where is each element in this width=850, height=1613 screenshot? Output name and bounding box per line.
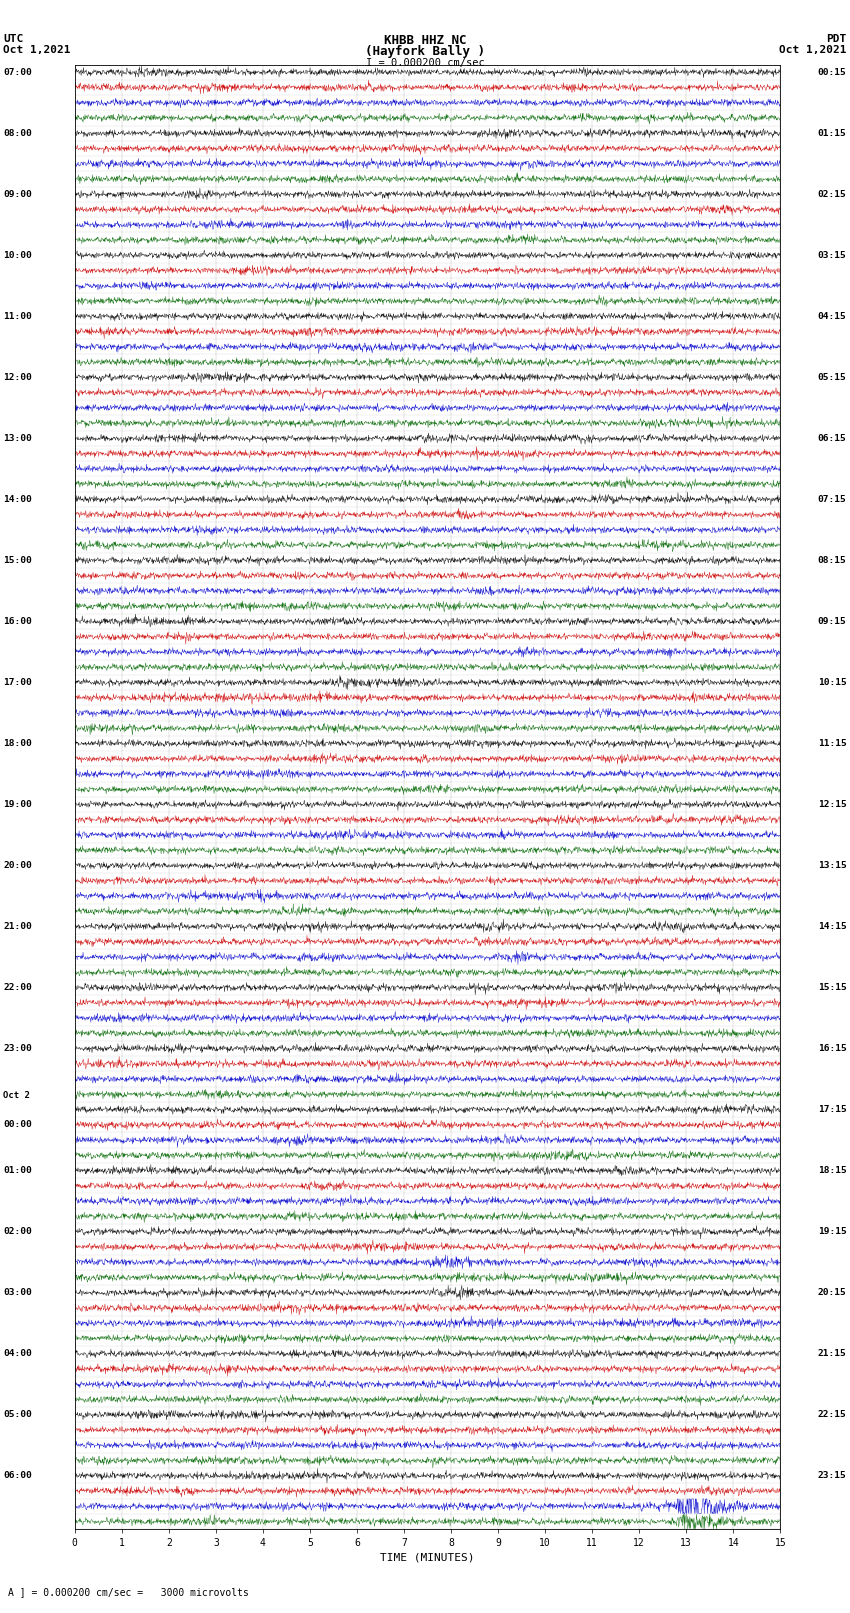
Text: 09:00: 09:00	[3, 190, 32, 198]
Text: 10:15: 10:15	[818, 677, 847, 687]
Text: 23:15: 23:15	[818, 1471, 847, 1481]
Text: KHBB HHZ NC: KHBB HHZ NC	[383, 34, 467, 47]
Text: 11:15: 11:15	[818, 739, 847, 748]
Text: 04:00: 04:00	[3, 1348, 32, 1358]
Text: 10:00: 10:00	[3, 250, 32, 260]
Text: 01:15: 01:15	[818, 129, 847, 137]
Text: 13:15: 13:15	[818, 861, 847, 869]
Text: 20:15: 20:15	[818, 1289, 847, 1297]
Text: 05:00: 05:00	[3, 1410, 32, 1419]
Text: UTC: UTC	[3, 34, 24, 44]
Text: 00:15: 00:15	[818, 68, 847, 77]
Text: 02:15: 02:15	[818, 190, 847, 198]
Text: 16:15: 16:15	[818, 1044, 847, 1053]
Text: 17:15: 17:15	[818, 1105, 847, 1115]
Text: Oct 1,2021: Oct 1,2021	[779, 45, 847, 55]
Text: 13:00: 13:00	[3, 434, 32, 444]
Text: 18:00: 18:00	[3, 739, 32, 748]
Text: I = 0.000200 cm/sec: I = 0.000200 cm/sec	[366, 58, 484, 68]
X-axis label: TIME (MINUTES): TIME (MINUTES)	[380, 1552, 475, 1563]
Text: PDT: PDT	[826, 34, 847, 44]
Text: 20:00: 20:00	[3, 861, 32, 869]
Text: 23:00: 23:00	[3, 1044, 32, 1053]
Text: 12:00: 12:00	[3, 373, 32, 382]
Text: 19:15: 19:15	[818, 1227, 847, 1236]
Text: 03:00: 03:00	[3, 1289, 32, 1297]
Text: 08:15: 08:15	[818, 556, 847, 565]
Text: 07:15: 07:15	[818, 495, 847, 503]
Text: 07:00: 07:00	[3, 68, 32, 77]
Text: 15:15: 15:15	[818, 982, 847, 992]
Text: 14:15: 14:15	[818, 923, 847, 931]
Text: A ] = 0.000200 cm/sec =   3000 microvolts: A ] = 0.000200 cm/sec = 3000 microvolts	[8, 1587, 249, 1597]
Text: 06:00: 06:00	[3, 1471, 32, 1481]
Text: 14:00: 14:00	[3, 495, 32, 503]
Text: 22:00: 22:00	[3, 982, 32, 992]
Text: 22:15: 22:15	[818, 1410, 847, 1419]
Text: 09:15: 09:15	[818, 616, 847, 626]
Text: 01:00: 01:00	[3, 1166, 32, 1176]
Text: 18:15: 18:15	[818, 1166, 847, 1176]
Text: 11:00: 11:00	[3, 311, 32, 321]
Text: 21:15: 21:15	[818, 1348, 847, 1358]
Text: 21:00: 21:00	[3, 923, 32, 931]
Text: 15:00: 15:00	[3, 556, 32, 565]
Text: 05:15: 05:15	[818, 373, 847, 382]
Text: Oct 2: Oct 2	[3, 1090, 31, 1100]
Text: 08:00: 08:00	[3, 129, 32, 137]
Text: 02:00: 02:00	[3, 1227, 32, 1236]
Text: 06:15: 06:15	[818, 434, 847, 444]
Text: 04:15: 04:15	[818, 311, 847, 321]
Text: 00:00: 00:00	[3, 1121, 32, 1129]
Text: 03:15: 03:15	[818, 250, 847, 260]
Text: 17:00: 17:00	[3, 677, 32, 687]
Text: Oct 1,2021: Oct 1,2021	[3, 45, 71, 55]
Text: 16:00: 16:00	[3, 616, 32, 626]
Text: 12:15: 12:15	[818, 800, 847, 810]
Text: (Hayfork Bally ): (Hayfork Bally )	[365, 45, 485, 58]
Text: 19:00: 19:00	[3, 800, 32, 810]
